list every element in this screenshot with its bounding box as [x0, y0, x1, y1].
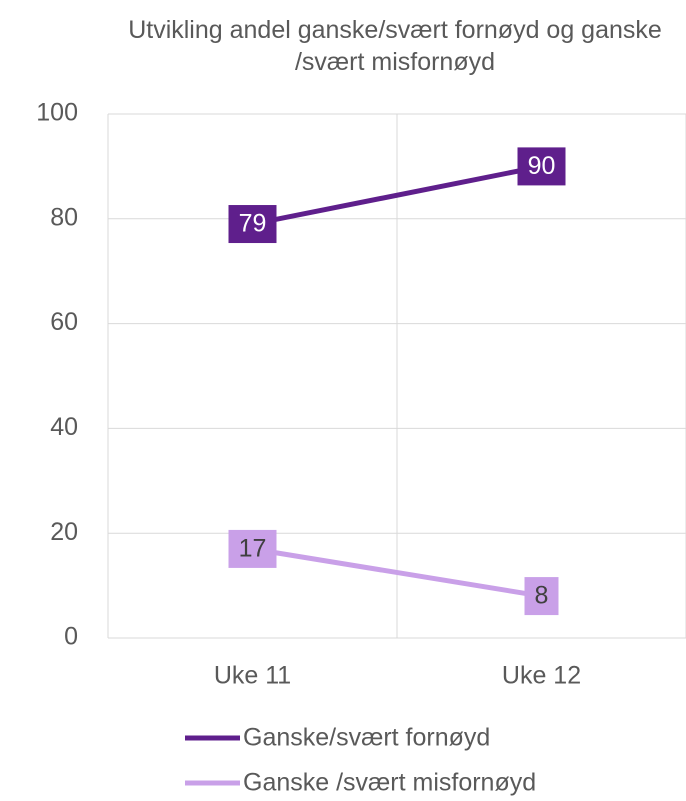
legend-label: Ganske/svært fornøyd [243, 724, 490, 752]
y-tick-label: 20 [50, 518, 78, 546]
data-label-box [524, 577, 559, 616]
data-label-box [228, 529, 277, 568]
data-label: 90 [528, 152, 556, 180]
data-label: 8 [535, 582, 549, 610]
y-tick-label: 60 [50, 308, 78, 336]
y-tick-label: 80 [50, 203, 78, 231]
y-tick-label: 40 [50, 413, 78, 441]
y-tick-label: 100 [36, 99, 78, 127]
x-tick-label: Uke 12 [502, 662, 581, 690]
data-label-box [517, 147, 566, 186]
series-line [252, 546, 542, 599]
data-label: 17 [239, 535, 267, 563]
x-tick-label: Uke 11 [214, 662, 291, 690]
legend-label: Ganske /svært misfornøyd [243, 769, 536, 797]
series-line [252, 163, 542, 227]
data-label: 79 [239, 210, 267, 238]
data-label-box [228, 205, 277, 244]
chart-title: Utvikling andel ganske/svært fornøyd og … [128, 16, 662, 76]
y-tick-label: 0 [64, 623, 78, 651]
